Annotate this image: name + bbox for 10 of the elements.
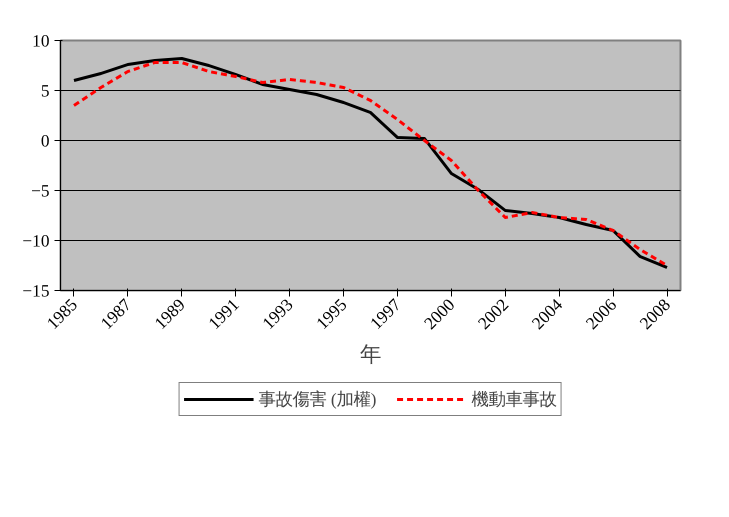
y-tick-label: 5: [40, 82, 50, 100]
y-tick-label: −10: [22, 232, 50, 250]
x-axis-title: 年: [360, 342, 381, 366]
y-tick-label: −15: [22, 282, 50, 300]
legend-label: 機動車事故: [471, 389, 556, 411]
y-tick-label: −5: [31, 182, 50, 200]
y-tick-label: 0: [40, 132, 50, 150]
x-tick-label: 1991: [204, 295, 243, 334]
legend-label: 事故傷害 (加權): [258, 389, 376, 411]
y-tick-label: 10: [32, 32, 50, 50]
